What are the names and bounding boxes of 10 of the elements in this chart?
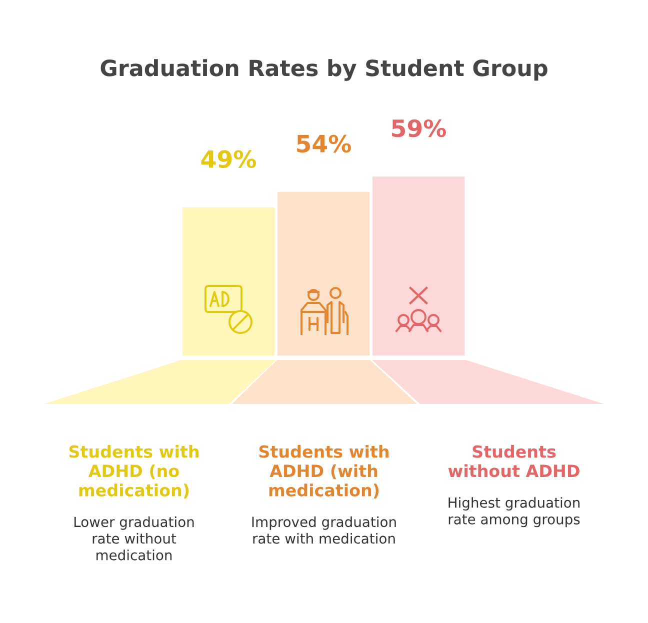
data-label: 59% <box>392 119 446 138</box>
chart-title: Graduation Rates by Student Group <box>100 59 548 81</box>
x-tick-label: Students with ADHD (no medication) <box>69 445 198 498</box>
text: Highest graduation rate among groups <box>448 497 580 528</box>
data-label: 54% <box>297 134 352 153</box>
x-tick-label: Students without ADHD <box>448 445 580 478</box>
data-label: 49% <box>201 150 256 168</box>
text: Lower graduation rate without medication <box>74 516 194 560</box>
text: Improved graduation rate with medication <box>252 516 396 544</box>
x-tick-label: Students with ADHD (with medication) <box>259 445 388 498</box>
